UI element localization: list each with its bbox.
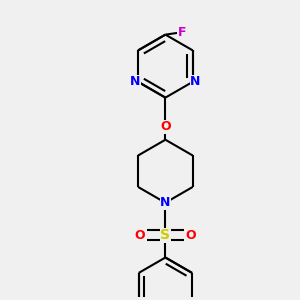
Text: O: O: [160, 120, 171, 133]
Text: N: N: [190, 75, 201, 88]
Text: S: S: [160, 228, 170, 242]
Text: O: O: [186, 229, 196, 242]
Text: N: N: [160, 196, 171, 209]
Text: F: F: [178, 26, 186, 39]
Text: N: N: [130, 75, 141, 88]
Text: O: O: [134, 229, 145, 242]
